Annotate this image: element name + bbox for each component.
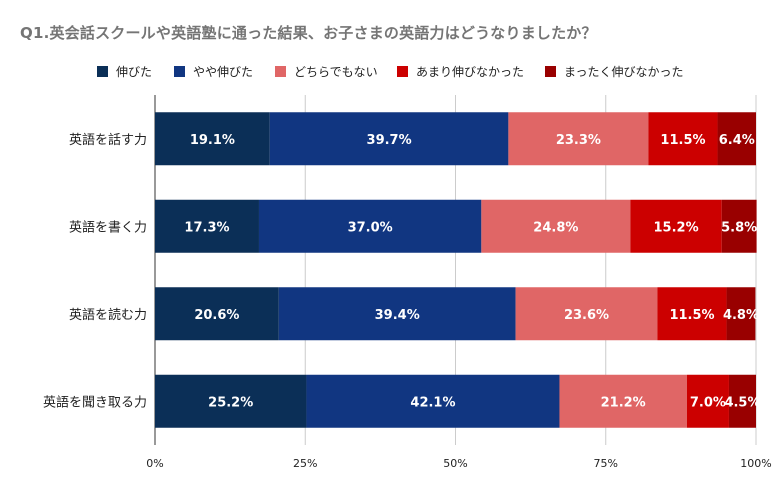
data-label: 25.2%: [208, 395, 253, 410]
bar-segment: [155, 199, 259, 253]
data-label: 37.0%: [348, 220, 393, 235]
data-label: 5.8%: [721, 220, 757, 235]
legend-label-1: やや伸びた: [193, 64, 254, 79]
x-tick-label: 100%: [740, 457, 771, 470]
legend-item-0: 伸びた: [97, 62, 152, 80]
legend-label-3: あまり伸びなかった: [416, 64, 525, 79]
data-label: 20.6%: [194, 308, 239, 323]
data-label: 15.2%: [654, 220, 699, 235]
category-label: 英語を聞き取る力: [43, 394, 147, 410]
bar-segment: [155, 374, 307, 428]
category-label: 英語を読む力: [69, 307, 147, 323]
bar-segment: [648, 112, 718, 166]
legend-item-4: まったく伸びなかった: [545, 62, 684, 80]
bar-segment: [278, 287, 516, 341]
data-label: 7.0%: [690, 395, 726, 410]
legend-swatch-0: [97, 65, 108, 77]
bar-segment: [481, 199, 631, 253]
bar-segment: [728, 374, 756, 428]
data-label: 6.4%: [719, 133, 755, 148]
data-label: 19.1%: [190, 133, 235, 148]
legend-swatch-4: [545, 65, 556, 77]
category-label: 英語を話す力: [69, 132, 147, 148]
chart-legend: 伸びた やや伸びた どちらでもない あまり伸びなかった まったく伸びなかった: [0, 62, 781, 80]
data-label: 21.2%: [601, 395, 646, 410]
bar-segment: [269, 112, 509, 166]
legend-label-2: どちらでもない: [294, 64, 378, 79]
data-label: 23.6%: [564, 308, 609, 323]
bar-segment: [686, 374, 729, 428]
bar-segment: [515, 287, 658, 341]
data-label: 11.5%: [660, 133, 705, 148]
bar-segment: [717, 112, 756, 166]
bar-segment: [657, 287, 727, 341]
data-label: 4.8%: [723, 308, 759, 323]
bar-segment: [726, 287, 756, 341]
legend-swatch-3: [397, 65, 408, 77]
x-tick-label: 75%: [594, 457, 618, 470]
bar-segment: [306, 374, 560, 428]
legend-item-2: どちらでもない: [275, 62, 378, 80]
bar-segment: [155, 112, 270, 166]
bar-segment: [258, 199, 482, 253]
data-label: 11.5%: [669, 308, 714, 323]
x-tick-label: 0%: [146, 457, 163, 470]
data-label: 42.1%: [410, 395, 455, 410]
data-label: 4.5%: [724, 395, 760, 410]
data-label: 39.7%: [367, 133, 412, 148]
category-label: 英語を書く力: [69, 219, 147, 235]
bar-segment: [155, 287, 279, 341]
bar-segment: [508, 112, 649, 166]
data-label: 39.4%: [375, 308, 420, 323]
data-label: 24.8%: [533, 220, 578, 235]
bar-segment: [721, 199, 757, 253]
legend-label-0: 伸びた: [116, 64, 153, 79]
bar-segment: [630, 199, 722, 253]
legend-item-1: やや伸びた: [174, 62, 253, 80]
chart-title: Q1.英会話スクールや英語塾に通った結果、お子さまの英語力はどうなりましたか？: [20, 24, 597, 42]
bar-segment: [559, 374, 687, 428]
data-label: 23.3%: [556, 133, 601, 148]
legend-label-4: まったく伸びなかった: [564, 64, 684, 79]
data-label: 17.3%: [184, 220, 229, 235]
legend-swatch-1: [174, 65, 185, 77]
x-tick-label: 25%: [293, 457, 317, 470]
x-tick-label: 50%: [443, 457, 467, 470]
legend-item-3: あまり伸びなかった: [397, 62, 524, 80]
legend-swatch-2: [275, 65, 286, 77]
